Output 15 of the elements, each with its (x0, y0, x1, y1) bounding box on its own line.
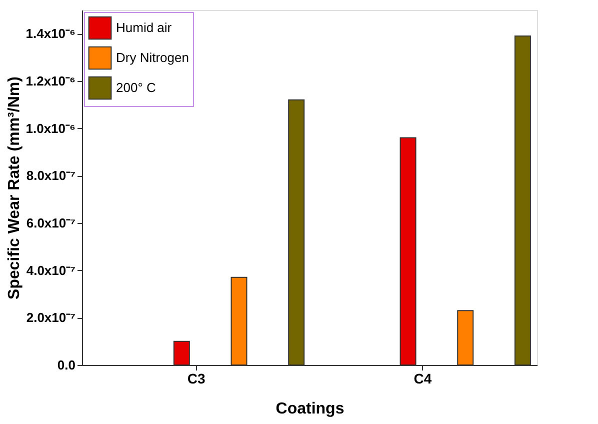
y-tick-label: 1.0x10⁻⁶ (26, 120, 76, 136)
y-axis-title: Specific Wear Rate (mm³/Nm) (6, 76, 23, 300)
y-tick-label: 2.0x10⁻⁷ (26, 310, 76, 326)
x-tick-label: C3 (187, 370, 206, 386)
legend-label: Dry Nitrogen (116, 50, 189, 65)
legend-label: Humid air (116, 20, 172, 35)
x-tick-label: C4 (414, 370, 432, 386)
y-tick-label: 4.0x10⁻⁷ (26, 262, 76, 278)
y-tick-label: 6.0x10⁻⁷ (26, 216, 76, 230)
y-tick-label: 0.0 (57, 358, 76, 372)
legend-label: 200° C (116, 80, 156, 95)
y-tick-label: 1.2x10⁻⁶ (26, 74, 76, 88)
x-axis-title: Coatings (276, 400, 344, 418)
y-tick-label: 8.0x10⁻⁷ (26, 168, 76, 184)
y-tick-label: 1.4x10⁻⁶ (26, 26, 76, 42)
